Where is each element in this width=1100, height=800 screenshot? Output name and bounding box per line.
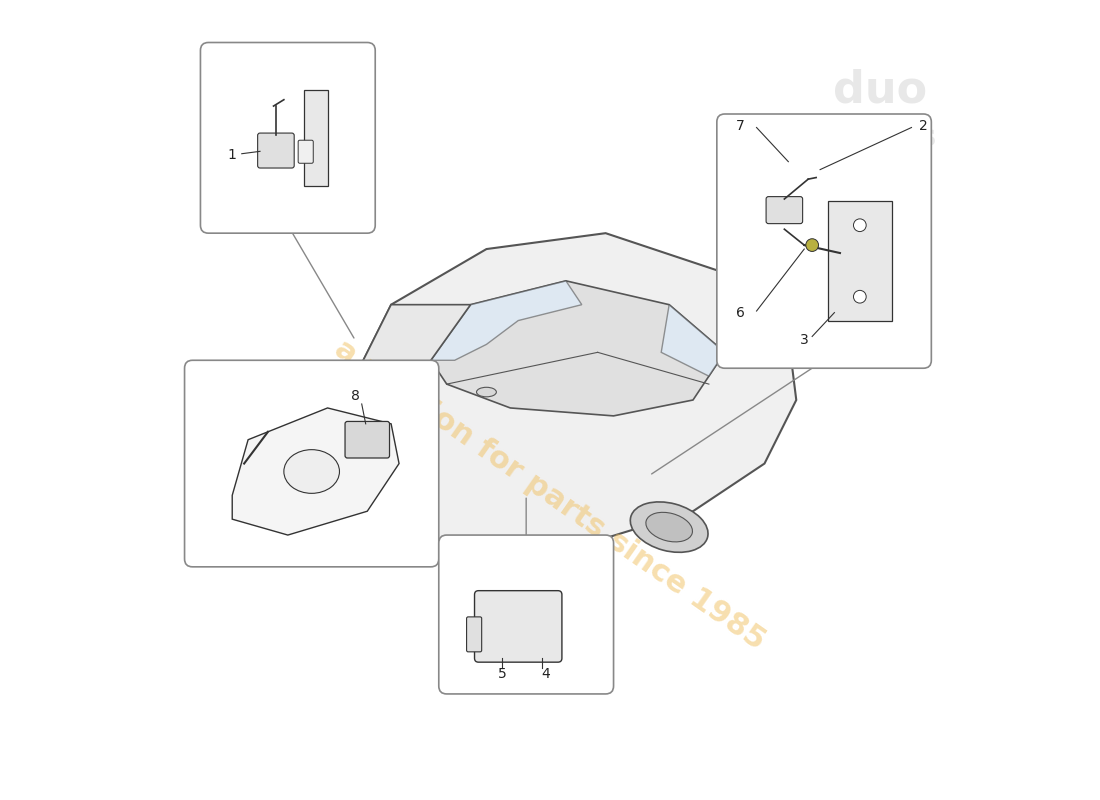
FancyBboxPatch shape [439, 535, 614, 694]
Ellipse shape [352, 489, 398, 518]
Circle shape [854, 290, 866, 303]
Ellipse shape [630, 502, 708, 552]
Text: 8: 8 [351, 389, 360, 403]
Ellipse shape [284, 450, 340, 494]
FancyBboxPatch shape [185, 360, 439, 567]
Polygon shape [828, 202, 892, 321]
FancyBboxPatch shape [345, 422, 389, 458]
FancyBboxPatch shape [298, 140, 314, 163]
Text: 3: 3 [800, 334, 808, 347]
Polygon shape [351, 305, 471, 400]
Polygon shape [320, 400, 367, 448]
Ellipse shape [476, 387, 496, 397]
Circle shape [854, 219, 866, 231]
Text: spares: spares [823, 123, 937, 152]
FancyBboxPatch shape [766, 197, 803, 224]
Circle shape [806, 238, 818, 251]
Polygon shape [661, 305, 725, 376]
Text: 1985: 1985 [829, 169, 930, 202]
Text: a passion for parts since 1985: a passion for parts since 1985 [329, 334, 771, 656]
Text: 6: 6 [736, 306, 745, 320]
FancyBboxPatch shape [717, 114, 932, 368]
Text: duo: duo [833, 69, 927, 112]
Ellipse shape [646, 512, 693, 542]
Polygon shape [232, 408, 399, 535]
FancyBboxPatch shape [474, 590, 562, 662]
Text: 5: 5 [498, 667, 507, 681]
Polygon shape [431, 281, 582, 360]
Text: 7: 7 [736, 119, 745, 133]
FancyBboxPatch shape [466, 617, 482, 652]
FancyBboxPatch shape [200, 42, 375, 233]
Polygon shape [431, 281, 725, 416]
Text: 2: 2 [918, 119, 927, 133]
Polygon shape [320, 233, 796, 551]
FancyBboxPatch shape [257, 133, 294, 168]
Ellipse shape [337, 478, 414, 529]
Text: 4: 4 [541, 667, 550, 681]
Text: 1: 1 [228, 148, 236, 162]
Polygon shape [304, 90, 328, 186]
